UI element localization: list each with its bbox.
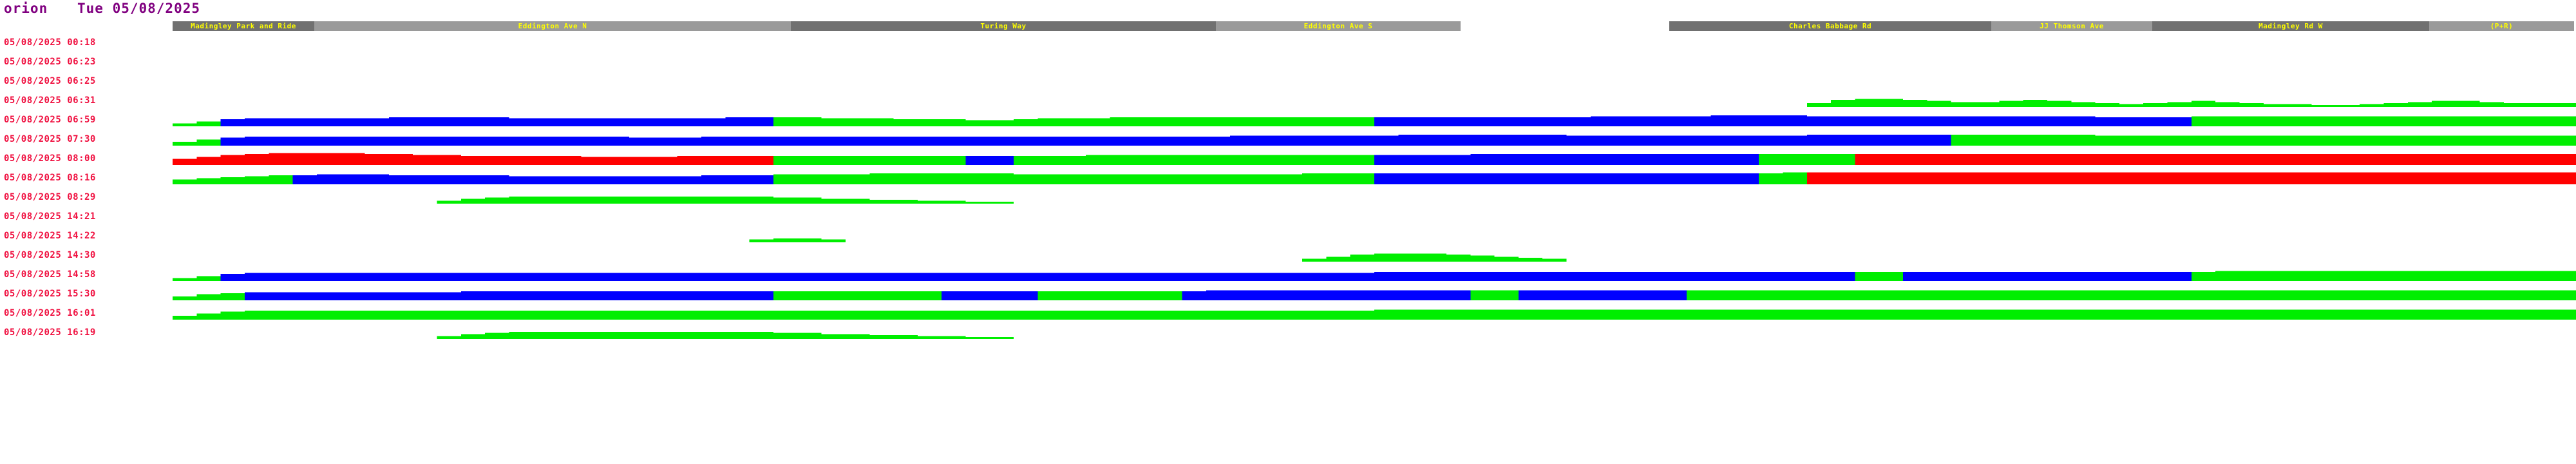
timestamp-label: 05/08/2025 14:22 bbox=[4, 231, 96, 241]
timestamp-label: 05/08/2025 08:16 bbox=[4, 173, 96, 183]
trace-row[interactable] bbox=[173, 131, 2576, 148]
timestamp-label: 05/08/2025 06:31 bbox=[4, 95, 96, 106]
segment-label-6[interactable]: Madingley Rd W bbox=[2152, 21, 2429, 31]
title-date: Tue 05/08/2025 bbox=[77, 1, 201, 16]
app-title: orion bbox=[4, 1, 48, 16]
timestamp-label: 05/08/2025 15:30 bbox=[4, 289, 96, 299]
timestamp-label: 05/08/2025 08:29 bbox=[4, 192, 96, 202]
trace-row[interactable] bbox=[173, 247, 2576, 264]
timestamp-label: 05/08/2025 06:23 bbox=[4, 57, 96, 67]
trace-row[interactable] bbox=[173, 228, 2576, 245]
timestamp-gutter: 05/08/2025 00:18 05/08/2025 06:23 05/08/20… bbox=[0, 31, 173, 464]
timestamp-label: 05/08/2025 00:18 bbox=[4, 37, 96, 48]
trace-row[interactable] bbox=[173, 305, 2576, 322]
trace-row[interactable] bbox=[173, 93, 2576, 110]
segment-label-2[interactable]: Turing Way bbox=[791, 21, 1216, 31]
segment-label-0[interactable]: Madingley Park and Ride bbox=[173, 21, 314, 31]
timestamp-label: 05/08/2025 14:58 bbox=[4, 269, 96, 280]
trace-row[interactable] bbox=[173, 151, 2576, 168]
timestamp-label: 05/08/2025 06:59 bbox=[4, 115, 96, 125]
timestamp-label: 05/08/2025 16:19 bbox=[4, 327, 96, 338]
timestamp-label: 05/08/2025 14:21 bbox=[4, 211, 96, 222]
trace-row[interactable] bbox=[173, 189, 2576, 206]
segment-label-3[interactable]: Eddington Ave S bbox=[1216, 21, 1461, 31]
segment-label-5[interactable]: JJ Thomson Ave bbox=[1991, 21, 2152, 31]
segment-header-strip: Madingley Park and Ride Eddington Ave N Tu… bbox=[0, 21, 2576, 31]
timestamp-label: 05/08/2025 08:00 bbox=[4, 153, 96, 164]
trace-row[interactable] bbox=[173, 325, 2576, 342]
trace-row[interactable] bbox=[173, 112, 2576, 129]
timestamp-label: 05/08/2025 16:01 bbox=[4, 308, 96, 318]
trace-row[interactable] bbox=[173, 286, 2576, 303]
title-bar: orion Tue 05/08/2025 bbox=[0, 0, 2576, 19]
segment-label-4[interactable]: Charles Babbage Rd bbox=[1669, 21, 1991, 31]
timestamp-label: 05/08/2025 06:25 bbox=[4, 76, 96, 86]
segment-label-7[interactable]: (P+R) bbox=[2429, 21, 2574, 31]
timestamp-label: 05/08/2025 14:30 bbox=[4, 250, 96, 260]
segment-label-1[interactable]: Eddington Ave N bbox=[314, 21, 791, 31]
timestamp-label: 05/08/2025 07:30 bbox=[4, 134, 96, 144]
trace-row[interactable] bbox=[173, 170, 2576, 187]
trace-row[interactable] bbox=[173, 267, 2576, 284]
trace-plot-area bbox=[173, 31, 2576, 464]
